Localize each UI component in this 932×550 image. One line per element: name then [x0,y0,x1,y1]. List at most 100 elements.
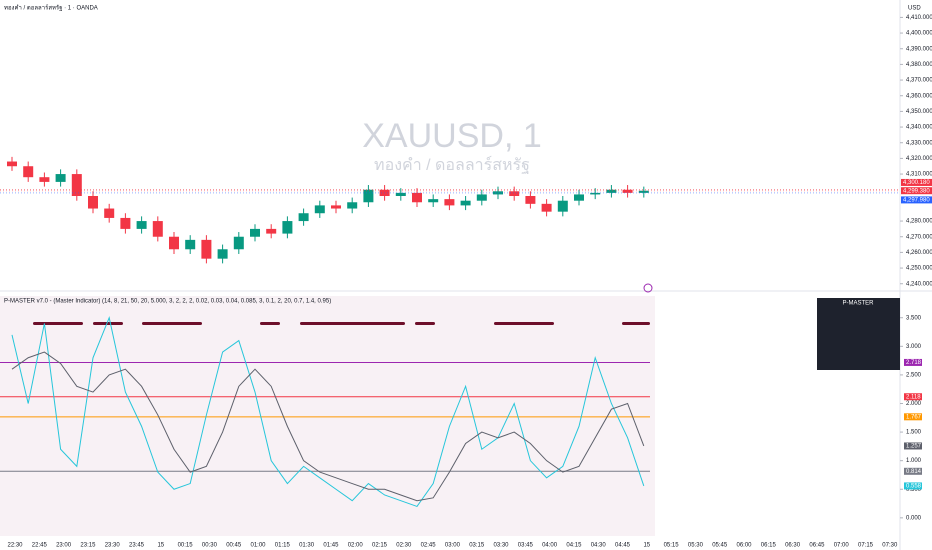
level-tag [904,358,922,366]
symbol-header: ทองคำ / ดอลลาร์สหรัฐ · 1 · OANDA [4,4,98,12]
time-label: 03:15 [469,543,485,549]
candle-body [590,192,601,195]
time-label: 05:30 [688,543,704,549]
y-tick-label: 4,400.000 [906,31,932,37]
signal-bar [300,322,405,325]
candle-body [444,199,455,206]
watermark-sub: ทองคำ / ดอลลาร์สหรัฐ [374,155,530,174]
candle-body [412,192,422,203]
price-tag [901,196,932,204]
currency: USD [908,6,921,12]
time-label: 06:15 [761,543,777,549]
indicator-icon[interactable] [643,283,653,293]
time-label: 01:45 [323,543,339,549]
time-label: 22:45 [32,543,48,549]
candle-body [266,228,277,234]
candle-body [638,190,649,193]
time-label: 23:00 [56,543,72,549]
y-tick-label: 2.500 [906,372,922,378]
time-label: 01:15 [275,543,291,549]
candle-body [136,221,147,229]
time-label: 23:30 [105,543,121,549]
candle-body [23,166,34,178]
candle-body [541,203,552,212]
time-label: 03:45 [518,543,534,549]
time-label: 00:15 [178,543,194,549]
time-label: 01:30 [299,543,315,549]
y-tick-label: 2.000 [906,401,922,407]
time-label: 15 [643,543,650,549]
time-label: 23:15 [80,543,96,549]
y-tick-label: 4,410.000 [906,15,932,21]
y-tick-label: 1.000 [906,458,922,464]
y-tick-label: 4,250.000 [906,266,932,272]
time-label: 04:45 [615,543,631,549]
level-tag [904,467,922,475]
signal-bar [142,322,202,325]
time-label: 02:45 [421,543,437,549]
time-label: 15 [157,543,164,549]
y-tick-label: 4,360.000 [906,93,932,99]
level-tag-label: 2.118 [906,394,921,400]
time-label: 05:15 [664,543,680,549]
time-label: 07:30 [882,543,898,549]
candle-body [395,192,406,196]
candle-body [217,249,228,259]
last-value-tag [904,442,922,450]
time-label: 23:45 [129,543,145,549]
indicator-title: P-MASTER v7.0 - (Master Indicator) (14, … [4,299,331,305]
candle-body [152,221,163,237]
candle-body [250,228,260,237]
level-tag-label: 1.767 [906,414,922,420]
candle-body [622,189,633,193]
table-title: P-MASTER [842,301,874,307]
y-tick-label: 3.000 [906,344,922,350]
y-tick-label: 4,330.000 [906,140,932,146]
time-label: 00:30 [202,543,218,549]
candle-body [169,236,179,250]
candle-body [363,189,374,203]
y-tick-label: 4,310.000 [906,172,932,178]
time-label: 04:00 [542,543,558,549]
y-tick-label: 1.500 [906,430,922,436]
signal-bar [494,322,554,325]
price-tag-label: 4,297.980 [903,197,930,203]
y-tick-label: 4,380.000 [906,62,932,68]
candle-body [460,200,471,206]
candle-body [71,174,82,196]
time-label: 06:45 [809,543,825,549]
signal-bar [93,322,123,325]
time-label: 03:00 [445,543,461,549]
watermark: XAUUSD, 1 [362,117,542,155]
candle-body [574,194,584,201]
candle-body [233,236,244,250]
indicator-line [11,351,645,502]
y-tick-label: 4,340.000 [906,125,932,131]
time-label: 02:15 [372,543,388,549]
signal-bar [260,322,280,325]
price-tag-label: 4,299.380 [903,188,930,194]
candle-body [201,239,212,259]
candle-body [331,205,341,209]
candle-body [525,196,536,204]
price-tag [901,178,932,186]
candle-body [476,194,487,201]
candle-body [104,208,115,218]
candle-body [55,174,66,182]
level-tag-label: 0.814 [906,469,922,475]
candle-body [120,217,131,229]
y-tick-label: 4,370.000 [906,78,932,84]
signal-bar [622,322,650,325]
info-table [817,298,900,370]
time-label: 04:30 [591,543,607,549]
time-label: 01:00 [250,543,266,549]
time-label: 03:30 [493,543,509,549]
candle-body [347,202,358,209]
level-tag [904,393,922,401]
time-label: 02:30 [396,543,412,549]
y-tick-label: 3.500 [906,315,922,321]
y-tick-label: 4,280.000 [906,219,932,225]
candle-body [606,189,617,193]
y-tick-label: 4,270.000 [906,234,932,240]
